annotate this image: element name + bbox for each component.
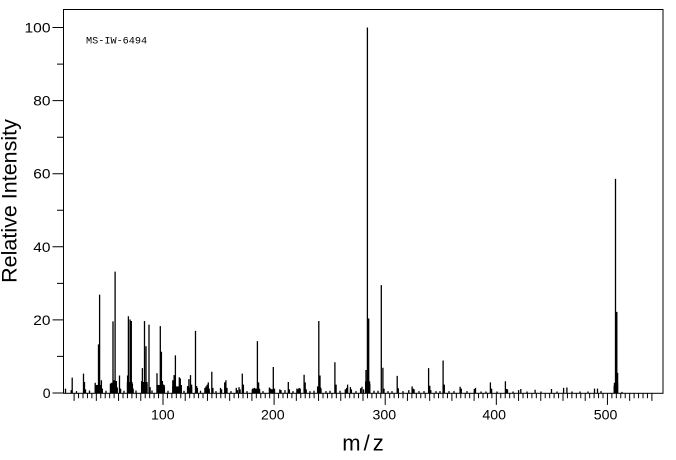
svg-text:0: 0 xyxy=(43,385,51,401)
svg-text:100: 100 xyxy=(25,20,51,36)
svg-text:Relative Intensity: Relative Intensity xyxy=(0,119,22,283)
svg-text:100: 100 xyxy=(151,407,175,423)
svg-text:m/z: m/z xyxy=(342,431,386,456)
svg-text:MS-IW-6494: MS-IW-6494 xyxy=(86,37,147,48)
svg-text:300: 300 xyxy=(373,407,397,423)
svg-text:20: 20 xyxy=(33,312,50,328)
svg-text:500: 500 xyxy=(594,407,618,423)
svg-text:200: 200 xyxy=(261,407,285,423)
svg-text:400: 400 xyxy=(482,407,506,423)
svg-text:80: 80 xyxy=(33,93,50,109)
svg-text:40: 40 xyxy=(33,239,50,255)
svg-text:60: 60 xyxy=(33,166,50,182)
